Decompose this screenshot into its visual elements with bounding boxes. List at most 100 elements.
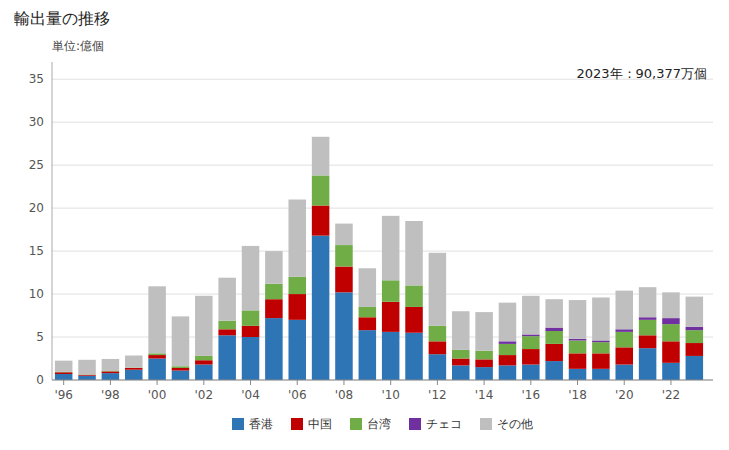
- bar-segment: [359, 307, 377, 317]
- x-tick: [530, 380, 531, 385]
- bar-segment: [382, 332, 400, 380]
- x-tick-label: '00: [148, 388, 167, 402]
- bar-segment: [265, 299, 283, 318]
- legend-swatch: [409, 418, 421, 430]
- x-tick-label: '98: [101, 388, 120, 402]
- bar-segment: [686, 356, 704, 380]
- bar-segment: [359, 268, 377, 307]
- grid-line: [52, 122, 713, 123]
- bar-segment: [405, 221, 423, 285]
- legend: 香港中国台湾チェコその他: [232, 417, 533, 431]
- x-tick-label: '20: [615, 388, 634, 402]
- x-tick: [670, 380, 671, 385]
- annotation: 2023年：90,377万個: [576, 66, 707, 81]
- x-tick: [63, 380, 64, 385]
- bar-segment: [172, 316, 190, 366]
- bar-segment: [265, 251, 283, 284]
- bar-segment: [382, 302, 400, 332]
- bar-segment: [639, 317, 657, 320]
- bar-segment: [662, 341, 680, 362]
- bar-segment: [125, 368, 143, 370]
- bar-segment: [639, 287, 657, 317]
- bar-segment: [686, 330, 704, 343]
- bar-segment: [475, 367, 493, 380]
- bar-segment: [569, 340, 587, 353]
- x-tick-label: '10: [381, 388, 400, 402]
- bar-segment: [359, 317, 377, 330]
- legend-item: チェコ: [409, 417, 462, 431]
- bar-segment: [148, 286, 166, 353]
- x-tick-label: '96: [54, 388, 73, 402]
- bar-segment: [242, 310, 260, 325]
- bar-segment: [569, 300, 587, 339]
- y-axis-line: [52, 62, 53, 380]
- bar-segment: [405, 333, 423, 380]
- bar-segment: [312, 236, 330, 380]
- bar-segment: [78, 360, 96, 375]
- bar-segment: [615, 332, 633, 347]
- bar-segment: [662, 363, 680, 380]
- legend-swatch: [350, 418, 362, 430]
- bar-segment: [499, 344, 517, 355]
- bar-segment: [499, 303, 517, 342]
- bar-segment: [55, 372, 73, 374]
- bar-segment: [55, 361, 73, 372]
- bar-segment: [148, 355, 166, 358]
- bar-segment: [569, 369, 587, 380]
- grid-line: [52, 380, 713, 381]
- bar-segment: [452, 359, 470, 366]
- x-tick: [110, 380, 111, 385]
- y-tick-label: 20: [29, 201, 44, 215]
- bar-segment: [499, 355, 517, 365]
- bar-segment: [335, 267, 353, 293]
- bar-segment: [78, 374, 96, 376]
- y-tick-label: 10: [29, 287, 44, 301]
- bar-segment: [288, 200, 306, 277]
- bar-segment: [545, 299, 563, 327]
- y-tick-label: 30: [29, 115, 44, 129]
- bar-segment: [312, 206, 330, 236]
- bar-segment: [592, 342, 610, 353]
- bar-segment: [662, 292, 680, 318]
- bar-segment: [545, 344, 563, 361]
- x-tick: [577, 380, 578, 385]
- bar-segment: [265, 318, 283, 380]
- bar-segment: [335, 292, 353, 380]
- legend-label: チェコ: [426, 417, 462, 431]
- bar-segment: [242, 326, 260, 337]
- bar-segment: [475, 351, 493, 360]
- legend-item: 香港: [232, 417, 273, 431]
- bar-segment: [592, 340, 610, 342]
- x-tick: [437, 380, 438, 385]
- bar-segment: [615, 365, 633, 380]
- bar-segment: [569, 339, 587, 341]
- bars: [55, 137, 703, 380]
- bar-segment: [102, 373, 120, 380]
- bar-segment: [148, 353, 166, 355]
- bar-segment: [592, 297, 610, 340]
- x-tick-label: '08: [335, 388, 354, 402]
- x-tick-label: '04: [241, 388, 260, 402]
- bar-segment: [218, 321, 236, 330]
- x-tick-label: '14: [475, 388, 494, 402]
- title: 輸出量の推移: [14, 9, 110, 28]
- bar-segment: [522, 296, 540, 335]
- bar-segment: [405, 285, 423, 306]
- legend-label: その他: [497, 417, 533, 431]
- bar-segment: [499, 365, 517, 380]
- bar-segment: [195, 356, 213, 360]
- bar-segment: [639, 320, 657, 335]
- bar-segment: [288, 277, 306, 294]
- bar-segment: [475, 312, 493, 351]
- bar-segment: [429, 326, 447, 341]
- bar-segment: [545, 328, 563, 331]
- legend-label: 台湾: [367, 417, 391, 431]
- x-tick: [203, 380, 204, 385]
- x-tick: [624, 380, 625, 385]
- y-tick-label: 0: [36, 373, 44, 387]
- bar-segment: [662, 324, 680, 341]
- bar-segment: [195, 296, 213, 356]
- bar-segment: [686, 297, 704, 327]
- bar-segment: [312, 137, 330, 176]
- bar-segment: [125, 370, 143, 380]
